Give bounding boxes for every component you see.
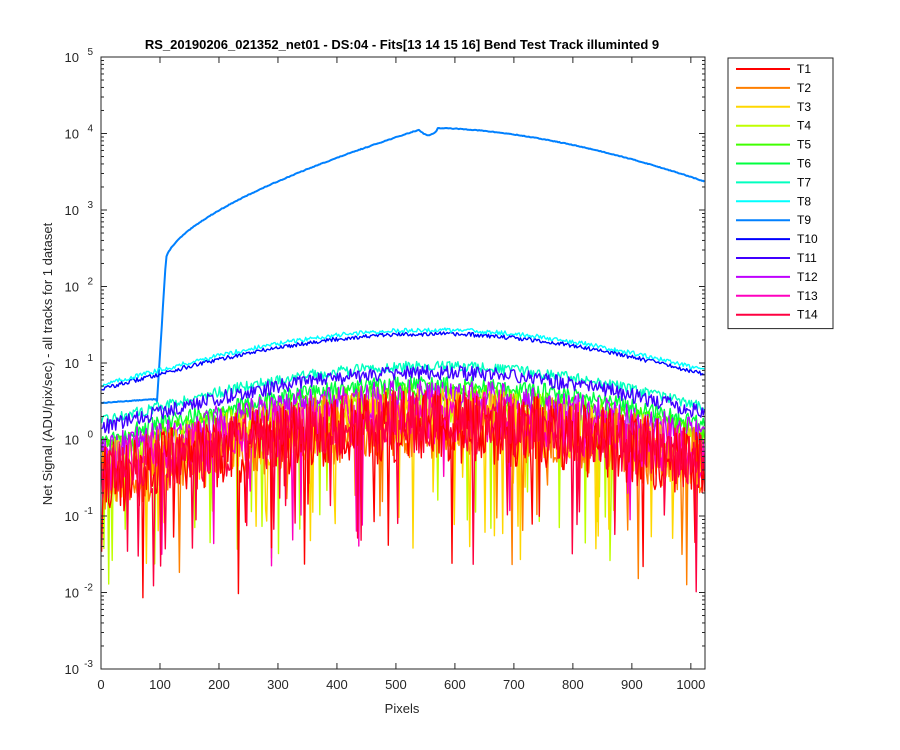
x-tick-label: 700 [503, 677, 525, 692]
series-line-t6 [100, 375, 706, 448]
series-line-t1 [100, 390, 706, 599]
series-line-t10 [101, 331, 705, 391]
legend-label-t11: T11 [797, 251, 817, 265]
y-tick-exponent: -1 [84, 506, 93, 517]
series-line-t9 [101, 127, 706, 405]
y-tick-label: 10 [65, 127, 79, 142]
legend-label-t2: T2 [797, 81, 811, 95]
legend: T1 T2 T3 T4 T5 T6 T7 T8 T9 T10 T11 T12 T13 T14 [727, 57, 834, 330]
x-tick-label: 0 [97, 677, 104, 692]
x-tick-label: 100 [149, 677, 171, 692]
legend-label-t3: T3 [797, 100, 811, 114]
x-tick-label: 300 [267, 677, 289, 692]
y-tick-label: 10 [65, 203, 79, 218]
y-tick-exponent: -2 [84, 583, 93, 594]
x-axis-label: Pixels [385, 701, 420, 716]
x-tick-label: 800 [562, 677, 584, 692]
y-tick-exponent: 3 [87, 200, 93, 211]
legend-label-t4: T4 [797, 119, 811, 133]
series-line-t8 [101, 327, 705, 388]
y-tick-label: 10 [65, 509, 79, 524]
x-tick-label: 500 [385, 677, 407, 692]
y-tick-label: 10 [65, 662, 79, 677]
y-axis-label: Net Signal (ADU/pix/sec) - all tracks fo… [40, 222, 55, 505]
plot-area [100, 57, 706, 669]
legend-label-t8: T8 [797, 194, 811, 208]
axes: 0 100 200 300 400 500 600 700 800 900 100010-310-2… [65, 47, 706, 692]
legend-label-t1: T1 [797, 62, 811, 76]
series-line-t14 [100, 390, 706, 593]
y-tick-exponent: 4 [87, 124, 93, 135]
y-tick-label: 10 [65, 280, 79, 295]
series-line-t11 [101, 364, 706, 434]
x-tick-label: 600 [444, 677, 466, 692]
y-tick-label: 10 [65, 433, 79, 448]
y-tick-exponent: -3 [84, 659, 93, 670]
legend-label-t5: T5 [797, 138, 811, 152]
x-tick-label: 200 [208, 677, 230, 692]
x-tick-label: 900 [621, 677, 643, 692]
y-tick-exponent: 2 [87, 277, 93, 288]
y-tick-exponent: 1 [87, 353, 93, 364]
legend-label-t7: T7 [797, 175, 811, 189]
legend-label-t14: T14 [797, 308, 818, 322]
x-tick-label: 1000 [676, 677, 705, 692]
y-tick-label: 10 [65, 356, 79, 371]
y-tick-label: 10 [65, 586, 79, 601]
legend-label-t12: T12 [797, 270, 818, 284]
y-tick-exponent: 0 [87, 430, 93, 441]
legend-box [727, 57, 834, 330]
x-tick-label: 400 [326, 677, 348, 692]
y-tick-exponent: 5 [87, 47, 93, 58]
y-tick-label: 10 [65, 50, 79, 65]
chart-title: RS_20190206_021352_net01 - DS:04 - Fits[… [145, 37, 659, 52]
legend-label-t6: T6 [797, 157, 811, 171]
legend-label-t13: T13 [797, 289, 818, 303]
legend-label-t10: T10 [797, 232, 818, 246]
legend-label-t9: T9 [797, 213, 811, 227]
